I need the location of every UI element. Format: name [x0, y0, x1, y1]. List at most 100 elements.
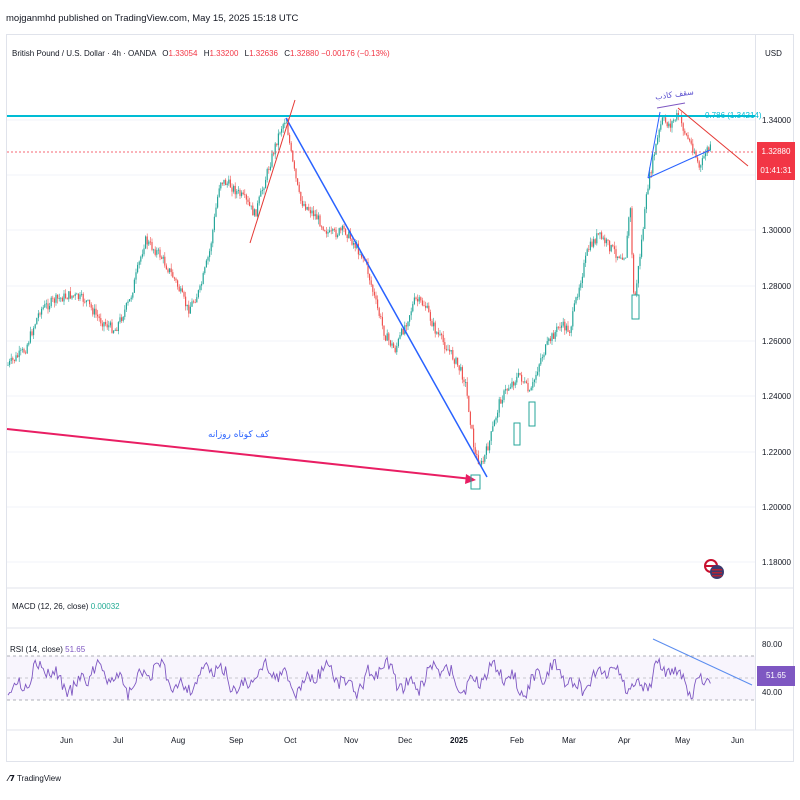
candle-body: [353, 242, 355, 245]
candle-body: [532, 382, 534, 388]
candle-body: [565, 325, 567, 331]
candle-body: [71, 295, 73, 299]
candle-body: [253, 209, 255, 216]
pattern-bottom-line[interactable]: [647, 149, 711, 179]
candle-body: [564, 321, 566, 331]
candle-body: [36, 318, 38, 325]
candle-body: [186, 304, 188, 307]
candle-body: [495, 417, 497, 421]
candle-body: [282, 124, 284, 129]
candle-body: [161, 257, 163, 259]
last-price-tag[interactable]: 1.32880 01:41:31: [757, 142, 795, 180]
candle-body: [357, 243, 359, 255]
candle-body: [210, 243, 212, 252]
candle-body: [473, 428, 475, 448]
candle-body: [529, 390, 531, 392]
candle-body: [361, 254, 363, 258]
bottom-target-arrow-line[interactable]: [6, 428, 473, 480]
candle-body: [386, 333, 388, 341]
candle-body: [476, 453, 478, 456]
candle-body: [138, 261, 140, 265]
candle-body: [63, 293, 65, 302]
rsi-legend[interactable]: RSI (14, close) 51.65: [10, 645, 85, 654]
candle-body: [569, 331, 571, 333]
candle-body: [145, 236, 147, 249]
annotation-daily-bottom[interactable]: کف کوتاه روزانه: [208, 430, 270, 440]
candle-body: [257, 203, 259, 217]
candle-body: [482, 460, 484, 462]
candle-body: [135, 272, 137, 280]
symbol-description[interactable]: British Pound / U.S. Dollar · 4h · OANDA: [12, 49, 157, 58]
descending-resistance-line[interactable]: [677, 107, 749, 167]
candle-body: [218, 188, 220, 197]
low-label: L: [244, 49, 250, 58]
candle-body: [549, 338, 551, 342]
candle-body: [276, 143, 278, 146]
candle-body: [295, 168, 297, 179]
candle-body: [250, 205, 252, 207]
currency-flags-icon[interactable]: [703, 556, 725, 582]
candle-body: [98, 316, 100, 319]
candlestick-series[interactable]: [7, 109, 711, 468]
downtrend-line[interactable]: [285, 117, 488, 478]
currency-label[interactable]: USD: [765, 49, 782, 58]
candle-body: [76, 293, 78, 295]
tradingview-brand[interactable]: ⁄7 TradingView: [8, 774, 61, 783]
candle-body: [692, 143, 694, 153]
rsi-axis-label: 80.00: [762, 640, 783, 649]
highlight-boxes[interactable]: [470, 294, 640, 490]
rsi-line[interactable]: [7, 656, 711, 700]
candle-body: [682, 123, 684, 131]
candle-body: [585, 255, 587, 263]
rsi-value-tag[interactable]: 51.65: [757, 666, 795, 686]
candle-body: [685, 133, 687, 135]
candle-body: [18, 350, 20, 358]
candle-body: [173, 277, 175, 279]
candle-body: [111, 322, 113, 333]
candle-body: [636, 283, 638, 295]
candle-body: [317, 215, 319, 220]
candle-body: [197, 290, 199, 298]
candle-body: [418, 297, 420, 302]
fib-level: 0.786: [705, 111, 726, 120]
candle-body: [348, 231, 350, 239]
candle-body: [530, 387, 532, 391]
candle-body: [69, 291, 71, 299]
candle-body: [308, 207, 310, 211]
candle-body: [703, 156, 705, 159]
candle-body: [423, 305, 425, 307]
candle-body: [554, 331, 556, 339]
candle-body: [434, 322, 436, 334]
candle-body: [453, 359, 455, 364]
candle-body: [657, 137, 659, 144]
symbol-info-bar[interactable]: British Pound / U.S. Dollar · 4h · OANDA…: [12, 49, 390, 58]
candle-body: [628, 217, 630, 236]
candle-body: [706, 147, 708, 154]
candle-body: [333, 229, 335, 230]
candle-body: [324, 230, 326, 232]
candle-body: [378, 308, 380, 316]
macd-legend[interactable]: MACD (12, 26, close) 0.00032: [12, 602, 120, 611]
pattern-top-line[interactable]: [656, 102, 686, 109]
candle-body: [47, 303, 49, 310]
candle-body: [234, 185, 236, 195]
candle-body: [233, 185, 235, 192]
candle-body: [410, 311, 412, 316]
candle-body: [337, 235, 339, 238]
candle-body: [73, 295, 75, 297]
candle-body: [301, 200, 303, 206]
rsi-trendline[interactable]: [652, 638, 753, 686]
candle-body: [90, 304, 92, 308]
candle-body: [442, 335, 444, 343]
candle-body: [229, 179, 231, 188]
uptrend-line[interactable]: [249, 99, 296, 244]
candle-body: [277, 133, 279, 146]
candle-body: [455, 357, 457, 364]
candle-body: [170, 268, 172, 273]
candle-body: [178, 286, 180, 292]
candle-body: [545, 344, 547, 355]
candle-body: [106, 324, 108, 328]
candle-body: [652, 156, 654, 174]
candle-body: [322, 226, 324, 231]
